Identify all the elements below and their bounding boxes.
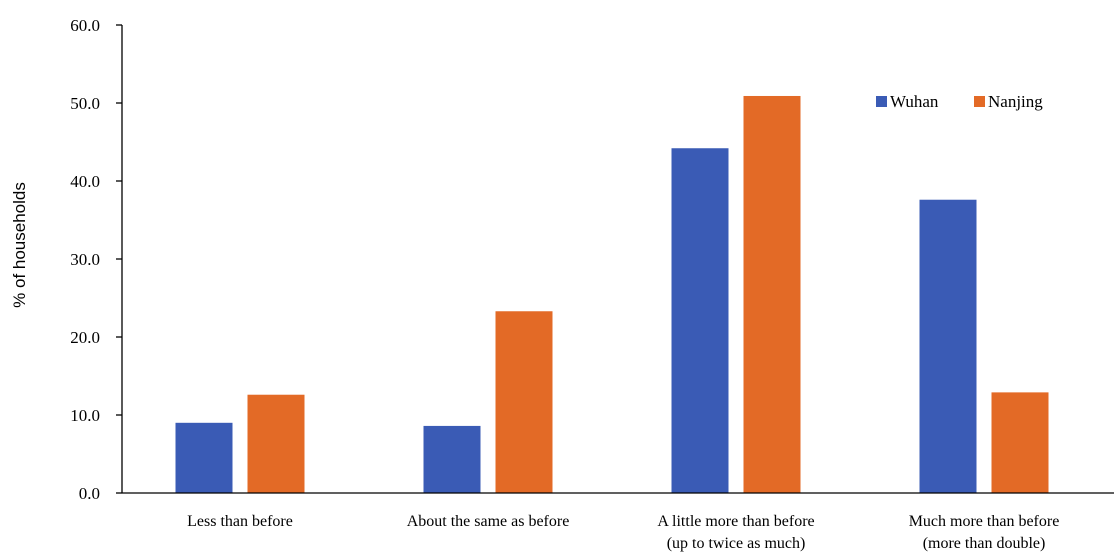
- y-tick-label: 20.0: [70, 328, 100, 347]
- x-category-label: (up to twice as much): [667, 535, 806, 552]
- bar-wuhan-2: [423, 425, 481, 493]
- bar-nanjing-1: [247, 394, 305, 493]
- legend-label-wuhan: Wuhan: [890, 92, 939, 111]
- y-axis-label: % of households: [10, 182, 29, 308]
- y-tick-label: 0.0: [79, 484, 100, 503]
- y-tick-label: 10.0: [70, 406, 100, 425]
- y-tick-label: 50.0: [70, 94, 100, 113]
- bars: [175, 95, 1049, 494]
- x-category-label: Less than before: [187, 513, 293, 530]
- y-tick-label: 30.0: [70, 250, 100, 269]
- x-category-label: Much more than before: [909, 513, 1060, 530]
- x-axis-labels: Less than before About the same as before…: [187, 513, 1059, 552]
- bar-nanjing-3: [743, 95, 801, 493]
- y-tick-label: 40.0: [70, 172, 100, 191]
- legend-swatch-wuhan: [876, 96, 887, 107]
- legend-swatch-nanjing: [974, 96, 985, 107]
- bar-nanjing-2: [495, 311, 553, 493]
- bar-wuhan-1: [175, 422, 233, 493]
- y-axis-ticks: 0.0 10.0 20.0 30.0 40.0 50.0 60.0: [70, 16, 122, 503]
- bar-wuhan-4: [919, 199, 977, 493]
- x-category-label: (more than double): [923, 535, 1046, 552]
- y-tick-label: 60.0: [70, 16, 100, 35]
- x-category-label: About the same as before: [407, 513, 570, 530]
- bar-wuhan-3: [671, 148, 729, 494]
- legend-label-nanjing: Nanjing: [988, 92, 1043, 111]
- x-category-label: A little more than before: [657, 513, 814, 530]
- legend: Wuhan Nanjing: [876, 92, 1043, 111]
- bar-nanjing-4: [991, 392, 1049, 493]
